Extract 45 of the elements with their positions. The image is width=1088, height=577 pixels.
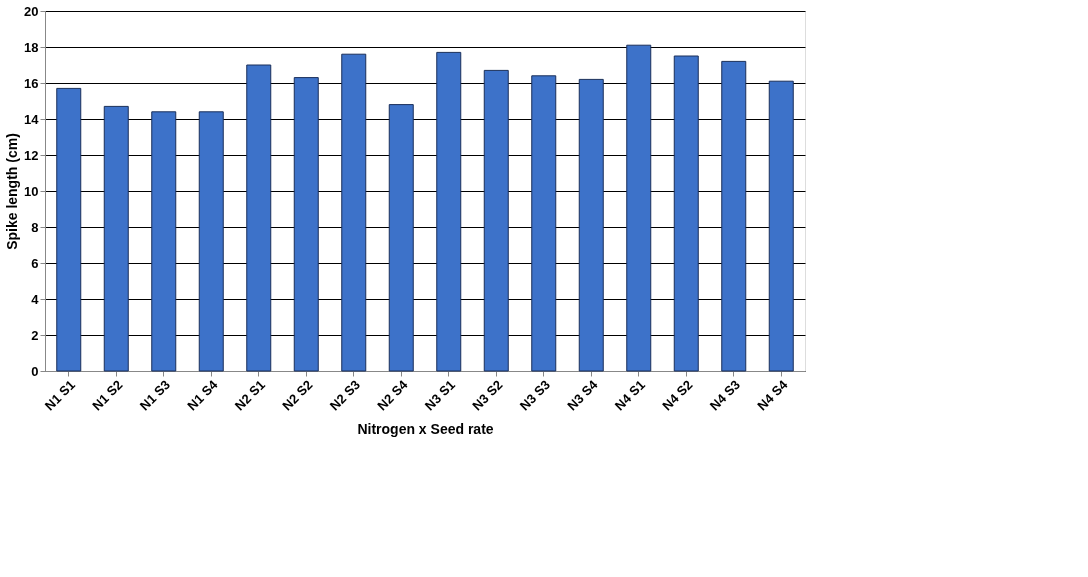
y-tick-label: 18 xyxy=(24,39,39,55)
bar xyxy=(673,55,699,372)
bar xyxy=(56,87,82,372)
y-tick-label: 12 xyxy=(24,147,39,163)
y-tick-label: 4 xyxy=(31,291,40,307)
x-tick-label: N3 S3 xyxy=(516,377,553,414)
bar xyxy=(198,111,224,372)
y-tick-label: 8 xyxy=(31,219,39,235)
x-tick-label: N1 S4 xyxy=(184,376,221,414)
y-tick-label: 20 xyxy=(24,3,39,19)
x-tick-label: N3 S4 xyxy=(564,376,601,414)
bar xyxy=(578,78,604,372)
bar xyxy=(721,60,747,372)
x-tick-label: N2 S3 xyxy=(326,377,363,414)
bar xyxy=(483,69,509,372)
bar xyxy=(293,77,319,372)
y-axis-title: Spike length (cm) xyxy=(4,133,21,250)
bar xyxy=(246,64,272,372)
bar xyxy=(341,53,367,372)
x-tick-label: N4 S4 xyxy=(754,376,791,414)
x-tick-label: N1 S2 xyxy=(89,377,126,414)
bar xyxy=(388,104,414,372)
bar xyxy=(151,111,177,372)
x-tick-label: N2 S2 xyxy=(279,377,316,414)
x-tick-label: N4 S2 xyxy=(659,377,696,414)
x-tick-label: N1 S1 xyxy=(41,377,78,414)
y-tick-label: 2 xyxy=(31,327,39,343)
y-tick-label: 16 xyxy=(24,75,39,91)
x-tick-label: N3 S2 xyxy=(469,377,506,414)
bar xyxy=(626,44,652,372)
x-tick-label: N2 S4 xyxy=(374,376,411,414)
bar xyxy=(768,80,794,372)
y-tick-label: 10 xyxy=(24,183,39,199)
x-tick-label: N4 S3 xyxy=(706,377,743,414)
x-axis-title: Nitrogen x Seed rate xyxy=(357,421,494,438)
bar xyxy=(103,105,129,372)
bar xyxy=(436,51,462,372)
y-tick-label: 14 xyxy=(24,111,40,127)
bar xyxy=(531,75,557,372)
y-tick-label: 6 xyxy=(31,255,39,271)
x-tick-label: N1 S3 xyxy=(136,377,173,414)
x-tick-label: N3 S1 xyxy=(421,377,458,414)
x-tick-label: N4 S1 xyxy=(611,377,648,414)
x-tick-label: N2 S1 xyxy=(231,377,268,414)
y-tick-label: 0 xyxy=(31,363,39,379)
